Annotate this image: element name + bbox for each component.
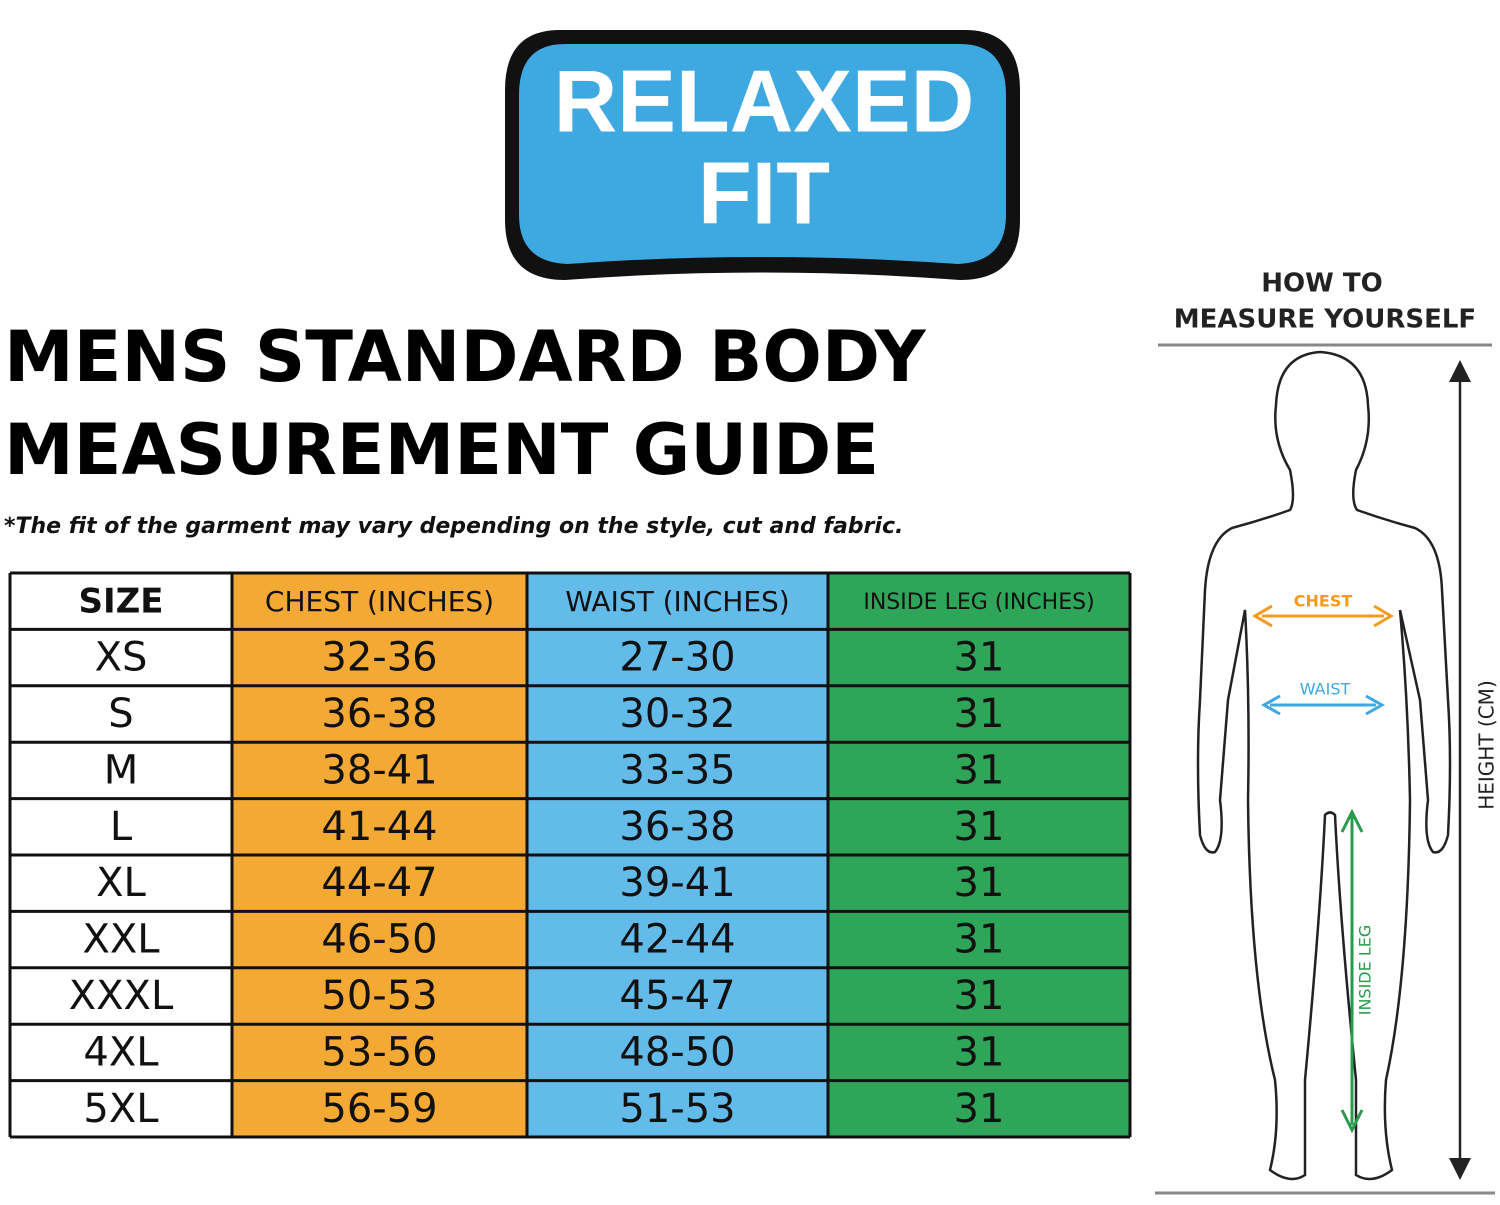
cell: 41-44 xyxy=(321,804,437,850)
cell: 36-38 xyxy=(321,691,437,737)
cell: 42-44 xyxy=(619,917,735,963)
cell: 48-50 xyxy=(619,1029,735,1075)
cell: 31 xyxy=(954,747,1005,793)
cell: 32-36 xyxy=(321,635,437,681)
cell: 31 xyxy=(954,1086,1005,1132)
chest-label: CHEST xyxy=(1294,592,1353,611)
cell: 45-47 xyxy=(619,973,735,1019)
cell: XXXL xyxy=(69,973,174,1019)
arrowheads xyxy=(1260,694,1386,716)
cell: L xyxy=(110,804,133,850)
figure-heading: HOW TO xyxy=(1261,269,1382,299)
header-cell: SIZE xyxy=(78,582,163,622)
cell: 56-59 xyxy=(321,1086,437,1132)
waist-label: WAIST xyxy=(1300,680,1351,699)
cell: 44-47 xyxy=(321,860,437,906)
figure-heading: MEASURE YOURSELF xyxy=(1174,305,1476,335)
cell: 31 xyxy=(954,973,1005,1019)
inside-leg-label: INSIDE LEG xyxy=(1356,925,1375,1016)
cell: 5XL xyxy=(83,1086,159,1132)
cell: 31 xyxy=(954,804,1005,850)
cell: 36-38 xyxy=(619,804,735,850)
cell: 4XL xyxy=(83,1029,159,1075)
cell: 33-35 xyxy=(619,747,735,793)
header-cell: WAIST (INCHES) xyxy=(565,585,789,618)
cell: 31 xyxy=(954,691,1005,737)
cell: 39-41 xyxy=(619,860,735,906)
cell: 46-50 xyxy=(321,917,437,963)
header-cell: INSIDE LEG (INCHES) xyxy=(863,590,1094,615)
cell: 31 xyxy=(954,635,1005,681)
header-cell: CHEST (INCHES) xyxy=(265,585,494,618)
size-table: SIZE CHEST (INCHES) WAIST (INCHES) INSIDE L… xyxy=(8,571,1132,1139)
badge xyxy=(519,44,1006,264)
arrowheads xyxy=(1340,808,1364,1134)
height-label: HEIGHT (CM) xyxy=(1475,680,1499,810)
cell: 31 xyxy=(954,1029,1005,1075)
body-outline xyxy=(1196,350,1452,1181)
title: MENS STANDARD BODY xyxy=(4,316,927,398)
cell: 50-53 xyxy=(321,973,437,1019)
cell: 27-30 xyxy=(619,635,735,681)
cell: M xyxy=(104,747,139,793)
cell: XS xyxy=(95,635,148,681)
badge-text: RELAXED xyxy=(554,51,975,150)
cell: XXL xyxy=(82,917,160,963)
cell: 53-56 xyxy=(321,1029,437,1075)
arrowheads xyxy=(1252,604,1394,628)
note: *The fit of the garment may vary dependi… xyxy=(4,514,903,539)
cell: S xyxy=(108,691,133,737)
cell: 31 xyxy=(954,860,1005,906)
badge-text: FIT xyxy=(698,143,830,242)
title: MEASUREMENT GUIDE xyxy=(4,409,879,491)
cell: 30-32 xyxy=(619,691,735,737)
cell: 51-53 xyxy=(619,1086,735,1132)
cell: 38-41 xyxy=(321,747,437,793)
cell: XL xyxy=(96,860,146,906)
cell: 31 xyxy=(954,917,1005,963)
